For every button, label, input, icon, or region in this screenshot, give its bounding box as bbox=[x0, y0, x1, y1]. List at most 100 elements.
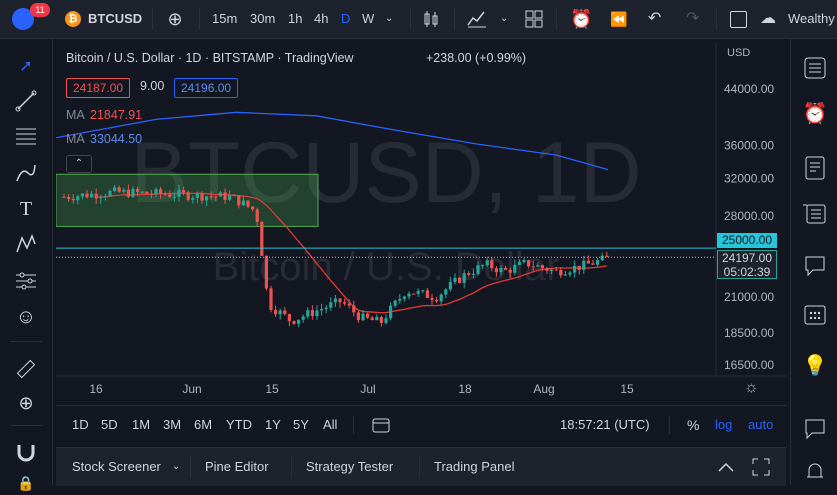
range-5d[interactable]: 5D bbox=[101, 417, 118, 432]
x-tick-label: 16 bbox=[89, 382, 103, 396]
text-tool-icon[interactable]: T bbox=[19, 198, 33, 220]
notifications-icon[interactable] bbox=[802, 459, 828, 485]
data-window-icon[interactable] bbox=[802, 155, 828, 181]
tab-trading-panel[interactable]: Trading Panel bbox=[434, 459, 515, 474]
ruler-icon[interactable] bbox=[14, 357, 38, 381]
range-1d[interactable]: 1D bbox=[72, 417, 89, 432]
range-5y[interactable]: 5Y bbox=[293, 417, 309, 432]
brush-icon[interactable] bbox=[14, 161, 38, 185]
candle-body bbox=[384, 318, 388, 323]
candle-body bbox=[421, 290, 425, 292]
candle-body bbox=[343, 302, 347, 304]
chart-settings-icon[interactable]: ☼ bbox=[744, 379, 759, 396]
chevron-down-icon[interactable]: ⌄ bbox=[172, 461, 181, 472]
candles-icon[interactable] bbox=[421, 9, 441, 29]
news-icon[interactable] bbox=[802, 201, 828, 227]
chevron-down-icon[interactable]: ⌄ bbox=[385, 13, 394, 24]
chart-pane[interactable]: BTCUSD, 1D Bitcoin / U.S. Dollar 44000.0… bbox=[56, 42, 786, 400]
range-1m[interactable]: 1M bbox=[132, 417, 151, 432]
candle-body bbox=[315, 310, 319, 317]
candle-body bbox=[149, 193, 153, 195]
divider bbox=[419, 456, 420, 478]
undo-icon[interactable]: ↶ bbox=[648, 10, 662, 27]
zoom-in-icon[interactable]: ⊕ bbox=[18, 393, 34, 413]
candle-body bbox=[67, 196, 71, 199]
symbol-search[interactable]: BTCUSD bbox=[88, 11, 143, 26]
cloud-icon[interactable]: ☁ bbox=[760, 10, 776, 27]
replay-icon[interactable]: ⏪ bbox=[610, 11, 628, 27]
candle-body bbox=[439, 294, 443, 302]
tab-strategy-tester[interactable]: Strategy Tester bbox=[306, 459, 394, 474]
range-ytd[interactable]: YTD bbox=[226, 417, 252, 432]
tab-pine-editor[interactable]: Pine Editor bbox=[205, 459, 269, 474]
range-1y[interactable]: 1Y bbox=[265, 417, 281, 432]
candle-body bbox=[108, 190, 112, 197]
workspace-name[interactable]: Wealthy bbox=[788, 11, 835, 26]
prediction-icon[interactable] bbox=[14, 269, 38, 293]
candle-body bbox=[554, 269, 558, 271]
interval-1h[interactable]: 1h bbox=[288, 11, 303, 26]
percent-toggle[interactable]: % bbox=[687, 417, 700, 433]
indicators-icon[interactable] bbox=[466, 9, 488, 29]
log-toggle[interactable]: log bbox=[715, 417, 733, 432]
interval-w[interactable]: W bbox=[362, 11, 375, 26]
candle-body bbox=[605, 255, 609, 257]
candle-body bbox=[458, 277, 462, 283]
x-tick-label: 18 bbox=[458, 382, 472, 396]
ma-slow-line[interactable] bbox=[56, 111, 609, 171]
interval-4h[interactable]: 4h bbox=[314, 11, 329, 26]
consolidation-zone[interactable] bbox=[56, 173, 319, 227]
date-range-icon[interactable] bbox=[372, 417, 390, 433]
candle-body bbox=[333, 298, 337, 303]
candle-body bbox=[278, 310, 282, 315]
chevron-down-icon[interactable]: ⌄ bbox=[500, 13, 509, 24]
price-chart[interactable]: BTCUSD, 1D Bitcoin / U.S. Dollar 44000.0… bbox=[56, 42, 786, 400]
candle-body bbox=[287, 314, 291, 322]
lightbulb-icon[interactable]: 💡 bbox=[802, 355, 828, 377]
currency-selector[interactable]: USD bbox=[727, 47, 751, 59]
auto-toggle[interactable]: auto bbox=[748, 417, 774, 432]
sell-box[interactable]: 24187.00 bbox=[66, 78, 131, 98]
range-all[interactable]: All bbox=[323, 417, 338, 432]
watchlist-icon[interactable] bbox=[802, 55, 828, 81]
watermark-symbol: BTCUSD, 1D bbox=[130, 125, 641, 221]
candle-body bbox=[168, 194, 172, 197]
alert-icon[interactable]: ⏰ bbox=[570, 9, 593, 29]
utc-clock[interactable]: 18:57:21 (UTC) bbox=[560, 417, 650, 432]
user-avatar[interactable] bbox=[12, 8, 34, 30]
redo-icon[interactable]: ↷ bbox=[686, 10, 700, 27]
candle-body bbox=[494, 268, 498, 273]
chevron-up-icon[interactable] bbox=[717, 461, 735, 473]
add-symbol-icon[interactable]: ⊕ bbox=[167, 9, 183, 29]
maximize-icon[interactable] bbox=[752, 458, 770, 476]
chat-bubble-icon[interactable] bbox=[802, 415, 828, 441]
range-6m[interactable]: 6M bbox=[194, 417, 213, 432]
emoji-icon[interactable]: ☺ bbox=[15, 306, 37, 328]
interval-15m[interactable]: 15m bbox=[212, 11, 238, 26]
interval-d[interactable]: D bbox=[341, 11, 351, 26]
chat-icon[interactable] bbox=[802, 253, 828, 279]
buy-box[interactable]: 24196.00 bbox=[174, 78, 239, 98]
calendar-icon[interactable] bbox=[802, 301, 828, 327]
spread: 9.00 bbox=[140, 79, 165, 93]
candle-body bbox=[264, 255, 268, 289]
trend-line-icon[interactable] bbox=[14, 89, 38, 113]
fullscreen-icon[interactable] bbox=[730, 11, 747, 28]
collapse-legend-icon[interactable]: ⌃ bbox=[66, 155, 92, 173]
lock-icon[interactable]: 🔒 bbox=[17, 475, 35, 491]
candle-body bbox=[540, 265, 544, 269]
ma-fast-line[interactable] bbox=[96, 192, 607, 314]
alarm-clock-icon[interactable]: ⏰ bbox=[802, 103, 828, 125]
cursor-icon[interactable]: ➚ bbox=[19, 58, 33, 75]
magnet-icon[interactable] bbox=[14, 441, 38, 465]
pattern-icon[interactable] bbox=[14, 232, 38, 256]
layout-grid-icon[interactable] bbox=[525, 10, 543, 28]
candle-body bbox=[182, 190, 186, 193]
candle-body bbox=[517, 262, 521, 265]
range-3m[interactable]: 3M bbox=[163, 417, 182, 432]
tab-stock-screener[interactable]: Stock Screener bbox=[72, 459, 161, 474]
interval-30m[interactable]: 30m bbox=[250, 11, 276, 26]
notification-badge: 11 bbox=[30, 3, 50, 17]
fib-retracement-icon[interactable] bbox=[14, 124, 38, 148]
candle-body bbox=[366, 313, 370, 318]
